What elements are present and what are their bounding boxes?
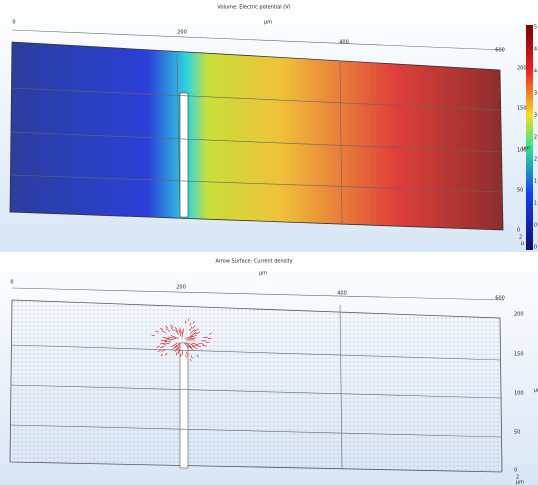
colorbar-label: 1 bbox=[534, 179, 537, 185]
colorbar-label: 5 bbox=[534, 25, 537, 31]
x-axis-unit: μm bbox=[259, 271, 267, 277]
plot-title: Volume: Electric potential (V) bbox=[217, 5, 290, 11]
plot-title: Arrow Surface: Current density bbox=[215, 259, 292, 265]
y-axis-unit: μm bbox=[534, 388, 538, 394]
colorbar-label: 3 bbox=[534, 113, 537, 119]
colorbar-label: 4 bbox=[534, 69, 537, 75]
colorbar-label: 4 bbox=[534, 47, 537, 53]
x-tick-label: 0 bbox=[10, 280, 13, 286]
slit bbox=[180, 343, 188, 468]
z-axis-unit: μm bbox=[516, 480, 524, 485]
y-tick-label: 200 bbox=[514, 312, 524, 318]
y-tick-label: 50 bbox=[514, 430, 520, 436]
colorbar bbox=[526, 25, 533, 250]
y-axis-unit: μm bbox=[522, 146, 530, 152]
y-tick-label: 200 bbox=[517, 66, 527, 72]
arrow-field bbox=[10, 300, 502, 472]
slit bbox=[180, 93, 188, 217]
scene: Volume: Electric potential (V)μm02004006… bbox=[0, 0, 538, 485]
y-tick-label: 50 bbox=[517, 188, 523, 194]
x-tick-label: 600 bbox=[495, 48, 505, 54]
y-tick-label: 150 bbox=[517, 106, 527, 112]
y-tick-label: 0 bbox=[514, 468, 517, 474]
x-tick-label: 200 bbox=[176, 285, 186, 291]
x-tick-label: 0 bbox=[12, 20, 15, 26]
x-axis-unit: μm bbox=[264, 20, 272, 26]
x-tick-label: 600 bbox=[495, 296, 505, 302]
x-tick-label: 400 bbox=[339, 40, 349, 46]
colorbar-label: 3 bbox=[534, 91, 537, 97]
colorbar-label: 2 bbox=[534, 135, 537, 141]
colorbar-label: 0 bbox=[534, 223, 537, 229]
y-tick-label: 150 bbox=[514, 352, 524, 358]
colorbar-label: 2 bbox=[534, 157, 537, 163]
x-tick-label: 200 bbox=[177, 30, 187, 36]
colorbar-label: 1 bbox=[534, 201, 537, 207]
y-tick-label: 0 bbox=[517, 228, 520, 234]
page: {"panels": [ {"title": "Volume: Electric… bbox=[0, 0, 538, 485]
potential-slab bbox=[10, 42, 503, 230]
y-tick-label: 100 bbox=[514, 391, 524, 397]
colorbar-label: 0 bbox=[534, 245, 537, 251]
x-tick-label: 400 bbox=[337, 291, 347, 297]
